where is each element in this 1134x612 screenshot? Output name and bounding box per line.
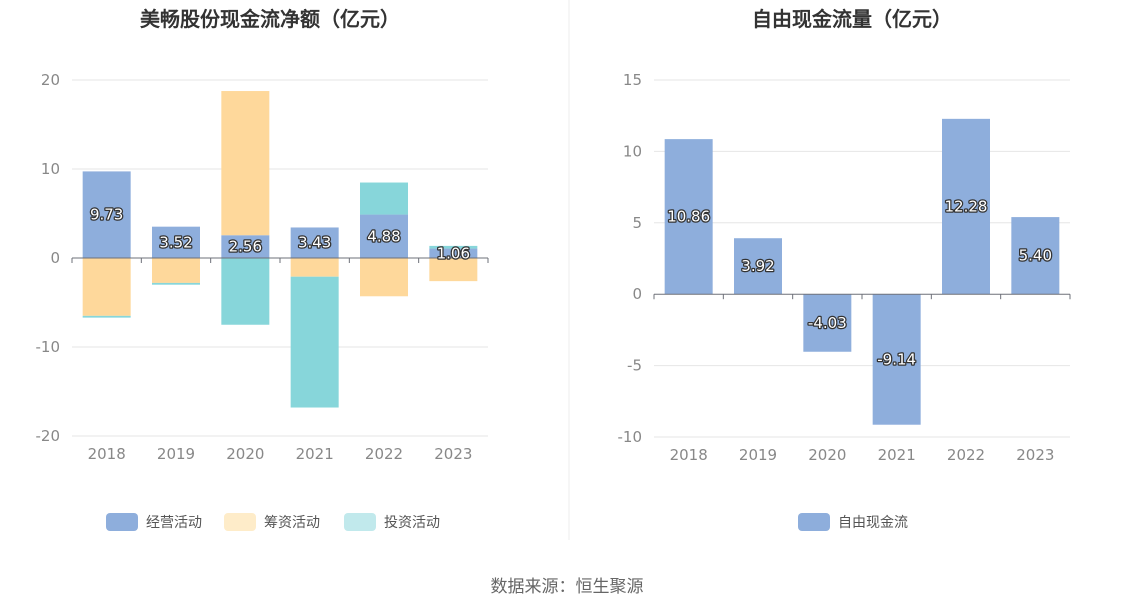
data-label: 10.86 [667,208,710,226]
bar-投资活动-2021 [290,276,339,408]
legend-label: 投资活动 [384,515,440,531]
legend-swatch [798,513,830,531]
bar-自由现金流-2020 [803,294,852,352]
x-tick-label: 2023 [1016,446,1054,464]
legend-swatch [106,513,138,531]
bar-投资活动-2022 [360,182,408,215]
bar-筹资活动-2023 [429,258,478,282]
bar-投资活动-2020 [221,258,270,325]
legend-item[interactable]: 经营活动 [106,513,202,531]
bar-经营活动-2021 [290,227,339,258]
bar-筹资活动-2022 [360,258,408,297]
chart-title: 美畅股份现金流净额（亿元） [140,7,400,31]
bar-筹资活动-2021 [290,258,339,277]
x-tick-label: 2020 [226,445,264,463]
data-label: 4.88 [367,227,400,245]
y-tick-label: -10 [618,428,643,446]
bar-投资活动-2019 [152,282,200,285]
legend-item[interactable]: 筹资活动 [224,513,320,531]
data-label: 9.73 [90,206,123,224]
y-tick-label: 5 [632,214,642,232]
y-tick-label: -10 [36,338,61,356]
y-tick-label: 0 [632,285,642,303]
data-label: 3.92 [741,257,774,275]
x-tick-label: 2020 [808,446,846,464]
x-tick-label: 2022 [947,446,985,464]
data-label: 3.43 [298,234,331,252]
bar-筹资活动-2020 [221,91,270,236]
x-tick-label: 2022 [365,445,403,463]
legend-label: 经营活动 [146,515,202,531]
bar-经营活动-2018 [82,171,131,258]
chart-title: 自由现金流量（亿元） [752,7,952,31]
x-tick-label: 2021 [878,446,916,464]
x-tick-label: 2018 [670,446,708,464]
bar-自由现金流-2018 [664,139,713,295]
data-label: 1.06 [437,244,470,262]
x-tick-label: 2023 [434,445,472,463]
bar-自由现金流-2019 [734,238,782,295]
bar-经营活动-2020 [221,235,270,258]
data-label: 5.40 [1019,247,1052,265]
bar-经营活动-2019 [152,226,200,258]
y-tick-label: -20 [36,427,61,445]
legend-label: 筹资活动 [264,514,320,531]
bar-自由现金流-2021 [872,294,921,425]
y-tick-label: 10 [41,160,60,178]
bar-经营活动-2022 [360,214,408,258]
bar-自由现金流-2023 [1011,217,1060,295]
y-tick-label: 10 [623,142,642,160]
y-tick-label: 0 [50,249,60,267]
legend-label: 自由现金流 [838,515,908,531]
x-tick-label: 2019 [157,445,195,463]
y-tick-label: -5 [627,357,642,375]
data-label: 3.52 [159,233,192,251]
legend-item[interactable]: 投资活动 [344,513,440,531]
legend-swatch [224,513,256,531]
data-label: 2.56 [229,238,262,256]
source-footer: 数据来源：恒生聚源 [491,577,644,597]
x-tick-label: 2021 [296,445,334,463]
bar-筹资活动-2018 [82,258,131,316]
y-tick-label: 20 [41,71,60,89]
free-cash-flow-chart: 自由现金流量（亿元） 15 10 5 0 -5 -10 2018 2019 2020 2021 20… [618,7,1071,531]
legend-swatch [344,513,376,531]
bar-筹资活动-2019 [152,258,200,283]
bar-投资活动-2018 [82,315,131,318]
cash-flow-chart: 美畅股份现金流净额（亿元） 20 10 0 -10 -20 2018 2019 2020 202… [36,7,489,531]
bar-投资活动-2023 [429,245,478,249]
legend-item[interactable]: 自由现金流 [798,513,908,531]
x-tick-label: 2019 [739,446,777,464]
y-tick-label: 15 [623,71,642,89]
bar-经营活动-2023 [429,248,478,258]
data-label: -9.14 [877,350,916,368]
x-tick-label: 2018 [88,445,126,463]
data-label: 12.28 [945,198,988,216]
bar-自由现金流-2022 [942,118,990,295]
data-label: -4.03 [808,314,847,332]
